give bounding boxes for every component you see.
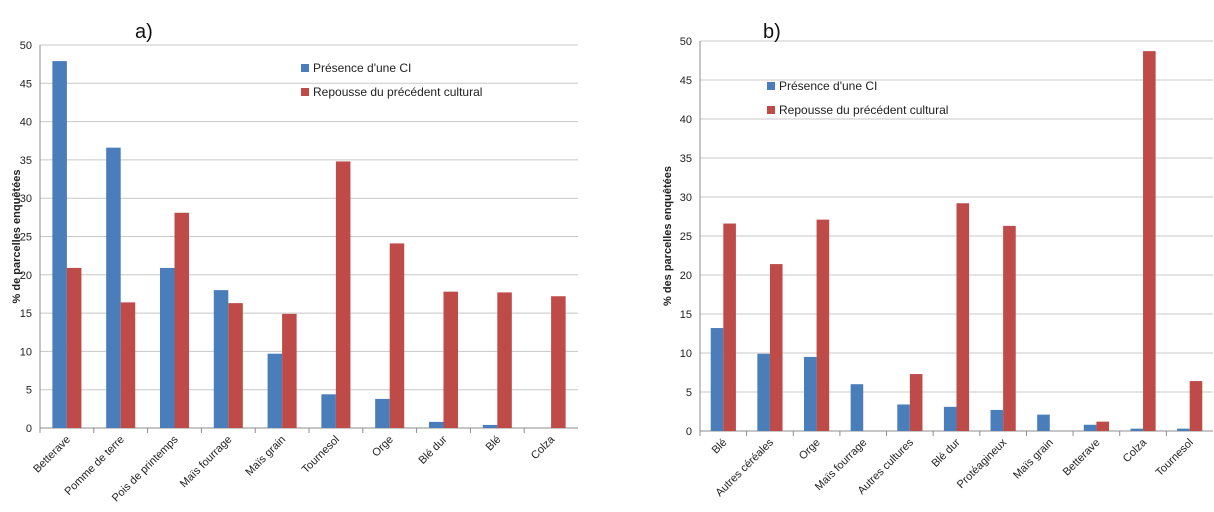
chart-1-y-tick-label-2: 10 — [20, 346, 32, 358]
chart-2-legend-label-1: Présence d'une CI — [779, 79, 877, 93]
chart-1-bar-repousse-9 — [551, 296, 566, 428]
chart-2-y-tick-label-10: 50 — [680, 36, 692, 48]
chart-2-y-axis-label: % des parcelles enquêtées — [662, 166, 674, 306]
chart-1-y-tick-label-7: 35 — [20, 155, 32, 167]
chart-1-bar-repousse-8 — [497, 292, 512, 428]
chart-1-x-tick-label-4: Maïs grain — [243, 434, 288, 479]
chart-2-y-tick-label-4: 20 — [680, 270, 692, 282]
chart-2-bar-ci-7 — [1037, 414, 1050, 431]
chart-1-legend-label-1: Présence d'une CI — [313, 61, 411, 75]
chart-2-bar-ci-2 — [803, 356, 817, 431]
chart-1-y-tick-label-6: 30 — [20, 193, 32, 205]
chart-1-y-tick-label-1: 5 — [26, 385, 32, 397]
chart-2-x-tick-label-9: Colza — [1121, 436, 1150, 465]
chart-1-x-tick-label-5: Tournesol — [300, 434, 342, 476]
chart-1-y-tick-label-9: 45 — [20, 78, 32, 90]
chart-1-bar-repousse-4 — [282, 313, 297, 428]
chart-2-bar-ci-8 — [1083, 424, 1097, 431]
chart-2-bar-repousse-4 — [909, 374, 923, 431]
chart-2-y-tick-label-0: 0 — [686, 426, 692, 438]
chart-2-y-tick-label-8: 40 — [680, 114, 692, 126]
chart-1-bar-repousse-0 — [66, 267, 82, 428]
chart-2-y-tick-label-5: 25 — [680, 231, 692, 243]
chart-2-bar-ci-3 — [850, 384, 864, 431]
chart-2-bar-repousse-6 — [1003, 225, 1016, 431]
chart-2-x-tick-label-2: Orge — [797, 437, 823, 463]
chart-1-bar-ci-6 — [375, 398, 390, 428]
chart-1-bar-repousse-5 — [335, 161, 351, 428]
chart-1-bar-ci-2 — [159, 267, 175, 428]
chart-1-bar-repousse-7 — [443, 291, 459, 428]
chart-2-bar-ci-1 — [757, 353, 770, 431]
chart-1-x-tick-label-6: Orge — [370, 434, 396, 460]
chart-1-y-tick-label-3: 15 — [20, 308, 32, 320]
chart-2-y-tick-label-2: 10 — [680, 348, 692, 360]
chart-1-bar-ci-7 — [428, 421, 444, 428]
chart-1-y-tick-label-8: 40 — [20, 117, 32, 129]
chart-1-bar-repousse-2 — [174, 212, 190, 428]
chart-1-bar-ci-5 — [321, 394, 336, 428]
chart-2-x-tick-label-10: Tournesol — [1154, 437, 1196, 479]
chart-1-bar-repousse-6 — [389, 243, 405, 428]
chart-1-y-tick-label-5: 25 — [20, 232, 32, 244]
chart-2-bar-ci-10 — [1177, 428, 1190, 431]
chart-2-bar-ci-6 — [990, 409, 1004, 431]
chart-1-y-axis-label: % de parcelles enquêtées — [11, 170, 23, 304]
chart-2-bar-repousse-2 — [816, 219, 830, 431]
chart-1-y-tick-label-4: 20 — [20, 270, 32, 282]
chart-1-x-tick-label-8: Blé — [484, 434, 504, 454]
chart-1-bar-ci-1 — [106, 147, 121, 429]
chart-2-bar-repousse-0 — [723, 223, 736, 431]
chart-2-y-tick-label-6: 30 — [680, 192, 692, 204]
chart-2-bar-repousse-9 — [1143, 51, 1156, 431]
chart-2-legend-label-2: Repousse du précédent cultural — [779, 103, 948, 117]
chart-1-y-tick-label-0: 0 — [26, 423, 32, 435]
chart-1-x-tick-label-9: Colza — [529, 433, 558, 462]
chart-1-legend-swatch-2 — [301, 88, 309, 96]
chart-1-bar-repousse-3 — [228, 303, 243, 428]
chart-2-bar-repousse-5 — [956, 203, 970, 431]
chart-2-x-tick-label-8: Betterave — [1061, 437, 1103, 479]
chart-2-bar-ci-9 — [1130, 428, 1144, 431]
chart-2-bar-ci-0 — [710, 328, 724, 431]
chart-1-legend-swatch-1 — [301, 64, 309, 72]
chart-1-bar-repousse-1 — [120, 302, 136, 428]
chart-1-x-tick-label-0: Betterave — [31, 434, 73, 476]
chart-2-x-tick-label-6: Protéagineux — [955, 436, 1010, 491]
chart-1-panel-label: a) — [135, 21, 153, 43]
chart-2-y-tick-label-3: 15 — [680, 309, 692, 321]
chart-2-y-tick-label-9: 45 — [680, 75, 692, 87]
chart-1-bar-ci-4 — [267, 353, 283, 428]
chart-2-legend-swatch-1 — [767, 82, 775, 90]
chart-1-legend-label-2: Repousse du précédent cultural — [313, 85, 482, 99]
chart-2-bar-ci-4 — [897, 404, 910, 431]
chart-1-x-tick-label-7: Blé dur — [416, 433, 449, 466]
chart-2-bar-repousse-1 — [769, 264, 783, 431]
chart-2-x-tick-label-7: Maïs grain — [1011, 437, 1056, 482]
chart-2-bar-ci-5 — [943, 406, 957, 431]
chart-1-bar-ci-0 — [52, 61, 67, 428]
chart-2-legend-swatch-2 — [767, 106, 775, 114]
chart-1-bar-ci-8 — [482, 424, 498, 428]
chart-2-panel-label: b) — [763, 21, 781, 43]
chart-2-x-tick-label-5: Blé dur — [929, 436, 962, 469]
chart-1-x-tick-label-3: Maïs fourrage — [178, 434, 234, 490]
chart-2-bar-repousse-8 — [1096, 421, 1110, 431]
chart-2-x-tick-label-0: Blé — [710, 437, 730, 457]
chart-2-y-tick-label-7: 35 — [680, 153, 692, 165]
chart-1-y-tick-label-10: 50 — [20, 40, 32, 52]
chart-2-y-tick-label-1: 5 — [686, 387, 692, 399]
chart-1-bar-ci-3 — [213, 290, 229, 428]
chart-2-bar-repousse-10 — [1189, 381, 1203, 431]
